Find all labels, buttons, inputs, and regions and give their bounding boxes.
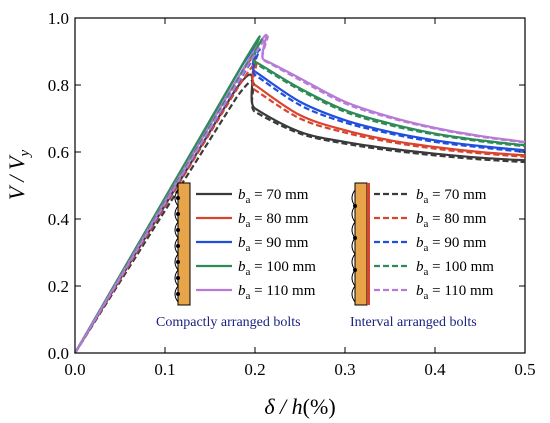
y-tick-label: 0.0 [48,344,69,363]
series-line-solid-0 [74,73,526,354]
series-layer [74,33,526,354]
legend-label-dashed: ba = 110 mm [416,283,494,302]
legend-label-dashed: ba = 80 mm [416,211,487,230]
series-line-dashed-9 [74,35,526,354]
y-tick-label: 0.6 [48,143,69,162]
x-tick-label: 0.1 [154,360,175,379]
series-line-dashed-7 [74,48,526,354]
legend-label-dashed: ba = 100 mm [416,259,494,278]
tick-layer: 0.0 0.1 0.2 0.3 0.4 0.5 0.0 0.2 0.4 0.6 0.8 1.0 [48,9,536,379]
series-line-dashed-6 [74,62,526,354]
y-tick-label: 0.2 [48,277,69,296]
y-tick-label: 1.0 [48,9,69,28]
x-tick-label: 0.2 [244,360,265,379]
x-tick-label: 0.3 [334,360,355,379]
interval-bolts-icon [351,182,370,306]
legend-caption-compact: Compactly arranged bolts [156,315,301,330]
x-tick-label: 0.5 [514,360,535,379]
legend-label-dashed: ba = 90 mm [416,235,487,254]
plot-area: 0.0 0.1 0.2 0.3 0.4 0.5 0.0 0.2 0.4 0.6 0.8 1.0 [48,9,536,379]
series-line-dashed-8 [74,38,526,354]
x-tick-label: 0.4 [424,360,446,379]
y-axis-title: V / Vy [4,150,33,201]
legend-label-solid: ba = 110 mm [238,283,316,302]
legend-label-solid: ba = 100 mm [238,259,316,278]
y-tick-label: 0.4 [48,210,70,229]
legend-label-solid: ba = 90 mm [238,235,309,254]
legend-label-dashed: ba = 70 mm [416,187,487,206]
x-axis-title: δ / h(%) [264,394,335,419]
legend-caption-interval: Interval arranged bolts [350,315,477,330]
legend-label-solid: ba = 70 mm [238,187,309,206]
series-line-dashed-5 [74,79,526,354]
plot-frame [74,17,526,354]
compact-bolts-icon [174,182,191,306]
x-tick-label: 0.0 [64,360,85,379]
legend-label-solid: ba = 80 mm [238,211,309,230]
legend-compact-bolts: ba = 70 mm ba = 80 mm ba = 90 mm ba = 100 m… [156,182,316,330]
legend-interval-bolts: ba = 70 mm ba = 80 mm ba = 90 mm ba = 100 m… [350,182,494,330]
y-tick-label: 0.8 [48,76,69,95]
